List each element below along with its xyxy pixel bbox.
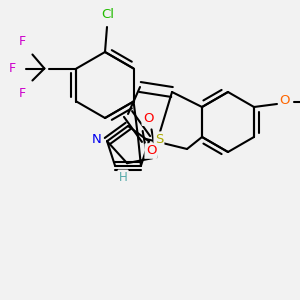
Text: F: F — [19, 35, 26, 48]
Text: S: S — [155, 133, 163, 146]
Text: F: F — [19, 87, 26, 100]
Text: O: O — [280, 94, 290, 106]
Text: O: O — [143, 112, 153, 125]
Text: Cl: Cl — [101, 8, 115, 20]
Text: H: H — [119, 171, 128, 184]
Text: N: N — [92, 133, 102, 146]
Text: F: F — [9, 62, 16, 75]
Text: O: O — [146, 145, 156, 158]
